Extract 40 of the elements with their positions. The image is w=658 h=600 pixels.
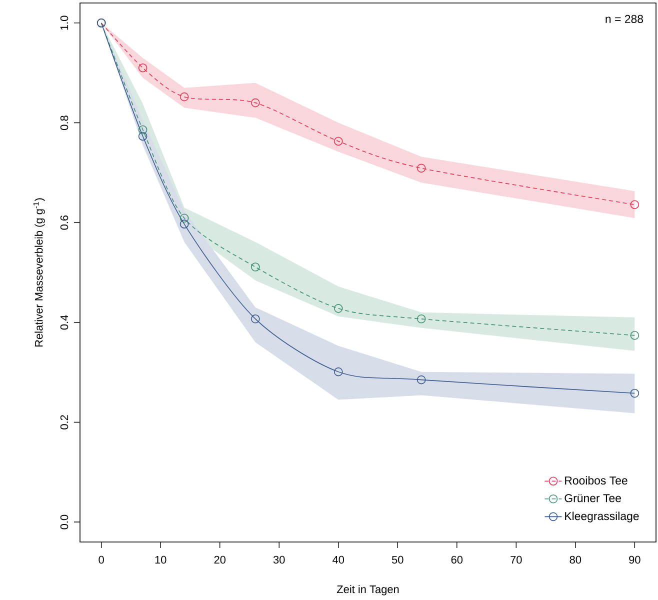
point (138, 125, 148, 134)
y-tick-label: 0.4 (60, 315, 68, 330)
y-tick-label: 1.0 (60, 16, 68, 30)
x-tick-label: 80 (570, 556, 582, 564)
x-axis-title: Zeit in Tagen (336, 585, 399, 596)
point (630, 388, 640, 398)
x-tick-label: 70 (510, 556, 522, 564)
point (138, 63, 148, 72)
y-tick-label: 0.6 (60, 215, 68, 230)
point (416, 314, 426, 324)
point (138, 132, 148, 141)
x-tick-label: 20 (214, 556, 226, 564)
x-tick-label: 0 (98, 556, 104, 564)
x-tick-label: 50 (392, 556, 404, 564)
x-tick-label: 10 (155, 556, 166, 564)
point (251, 314, 260, 324)
point (334, 304, 343, 313)
point (180, 220, 189, 228)
x-tick-label: 40 (332, 556, 344, 564)
annotation: n = 288 (606, 14, 644, 24)
y-axis-title: Relativer Masseverbleib (g g$^{-1}$) (33, 198, 45, 347)
legend-label: Kleegrassilage (565, 512, 639, 522)
point (334, 367, 343, 376)
point (416, 375, 426, 384)
point (251, 262, 260, 272)
point (180, 214, 189, 222)
legend-label: Rooibos Tee (565, 476, 628, 485)
point (180, 92, 189, 102)
point (630, 200, 640, 210)
point (630, 330, 640, 340)
x-tick-label: 60 (451, 556, 463, 564)
point (416, 164, 426, 173)
y-tick-label: 0.2 (60, 415, 68, 430)
point (251, 98, 260, 108)
x-tick-label: 90 (629, 556, 640, 564)
y-tick-label: 0.0 (60, 514, 68, 530)
point (334, 136, 343, 146)
legend-label: Grüner Tee (564, 494, 621, 502)
x-tick-label: 30 (273, 556, 285, 564)
y-tick-label: 0.8 (60, 116, 68, 130)
